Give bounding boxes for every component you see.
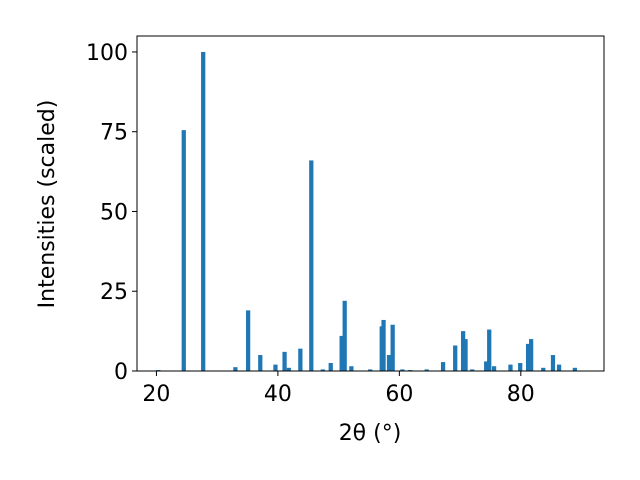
x-tick-label: 60 bbox=[385, 382, 413, 407]
bar bbox=[381, 319, 386, 371]
x-axis-label: 2θ (°) bbox=[339, 421, 402, 446]
bar bbox=[460, 331, 466, 371]
bar bbox=[339, 335, 344, 371]
bar bbox=[349, 366, 354, 371]
bar bbox=[424, 369, 429, 371]
bar bbox=[484, 361, 489, 371]
bar bbox=[328, 363, 333, 371]
bar bbox=[400, 369, 405, 371]
bar bbox=[390, 324, 395, 371]
bar bbox=[572, 367, 577, 371]
bar bbox=[342, 300, 347, 371]
y-tick-label: 0 bbox=[114, 360, 128, 385]
y-tick-label: 25 bbox=[100, 280, 128, 305]
y-tick-label: 100 bbox=[86, 41, 128, 66]
bar bbox=[181, 130, 186, 371]
bar bbox=[246, 310, 251, 371]
bar bbox=[440, 362, 446, 371]
bar bbox=[282, 351, 287, 371]
bar bbox=[273, 364, 278, 371]
bar bbox=[550, 355, 556, 371]
x-tick-label: 40 bbox=[264, 382, 292, 407]
plot-frame bbox=[136, 35, 605, 372]
bar bbox=[541, 367, 546, 371]
bar bbox=[298, 348, 303, 371]
x-tick-label: 80 bbox=[507, 382, 535, 407]
y-axis-label: Intensities (scaled) bbox=[35, 100, 60, 309]
bar bbox=[320, 369, 325, 371]
bar bbox=[556, 364, 562, 371]
bar bbox=[518, 363, 523, 371]
y-tick-label: 50 bbox=[100, 200, 128, 225]
x-tick-label: 20 bbox=[142, 382, 170, 407]
bar bbox=[491, 366, 497, 371]
bar bbox=[309, 160, 314, 371]
bar bbox=[453, 345, 458, 371]
bar bbox=[386, 355, 392, 371]
bar bbox=[508, 364, 513, 371]
bar bbox=[529, 339, 534, 371]
bar bbox=[487, 329, 492, 371]
bar bbox=[201, 51, 206, 371]
bar bbox=[470, 369, 475, 371]
bar bbox=[525, 343, 531, 371]
bar bbox=[233, 367, 238, 371]
y-tick-label: 75 bbox=[100, 121, 128, 146]
bar bbox=[463, 339, 468, 371]
bar bbox=[258, 355, 263, 371]
bar bbox=[286, 367, 291, 371]
bar bbox=[368, 369, 373, 371]
